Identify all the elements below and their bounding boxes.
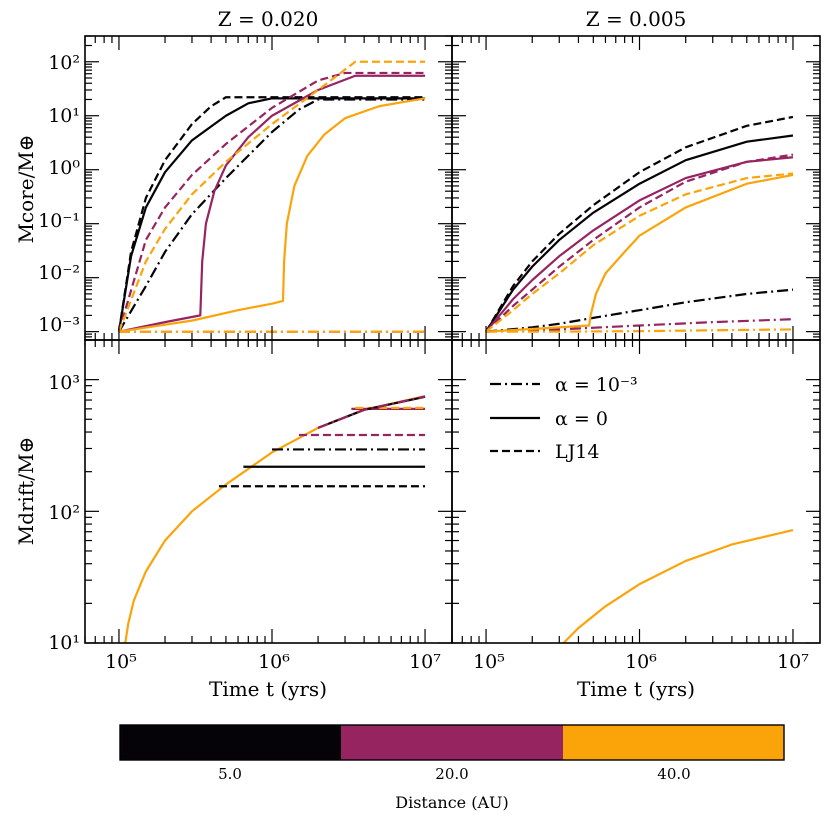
series-20-au-alpha-0 [118, 74, 426, 333]
series-40-au-lj14 [117, 60, 426, 333]
series-envelope-20-au-trace [317, 395, 426, 429]
ytick-label-top-1e-1: 10⁻¹ [38, 210, 80, 232]
colorbar-tick-5: 5.0 [218, 765, 242, 783]
xtick-label-left-1e5: 10⁵ [105, 651, 137, 673]
ylabel-bottom: Mdrift/M⊕ [14, 437, 38, 546]
series-20-au-alpha-0 [485, 156, 794, 333]
panel-top-right [451, 35, 821, 341]
panel-frame [84, 339, 453, 644]
colorbar-tick-40: 40.0 [657, 765, 690, 783]
series-5-au-alpha-1e-3 [118, 98, 426, 333]
colorbar: 5.0 20.0 40.0 Distance (AU) [119, 724, 785, 812]
ytick-label-bottom-1e3: 10³ [48, 372, 80, 394]
colorbar-segment-40au [563, 725, 784, 760]
xlabel-left: Time t (yrs) [209, 677, 327, 701]
legend-label-alpha-0: α = 0 [555, 408, 608, 430]
colorbar-tick-20: 20.0 [435, 765, 468, 783]
colorbar-segment-20au [341, 725, 563, 760]
ylabel-top: Mcore/M⊕ [14, 134, 38, 243]
colorbar-segment-5au [120, 725, 341, 760]
series-20-au-lj14 [485, 153, 794, 333]
series-group [124, 395, 426, 643]
series-envelope-5-au-trace [317, 395, 426, 429]
series-20-au-lj14 [117, 71, 426, 332]
series-envelope [124, 395, 426, 643]
ytick-label-top-1e0: 10⁰ [48, 157, 80, 179]
title-top-left: Z = 0.020 [218, 7, 319, 31]
xlabel-right: Time t (yrs) [577, 677, 695, 701]
series-40-au-lj14 [485, 172, 794, 333]
ytick-label-top-1e1: 10¹ [48, 105, 80, 127]
ytick-label-top-1e2: 10² [48, 52, 80, 74]
series-5-au-lj14 [485, 115, 794, 333]
series-5-au-alpha-0 [117, 97, 426, 332]
series-20-au-alpha-1e-3 [486, 318, 794, 333]
title-top-right: Z = 0.005 [586, 7, 687, 31]
xtick-label-left-1e6: 10⁶ [258, 651, 290, 673]
series-envelope [562, 529, 794, 643]
xtick-label-right-1e5: 10⁵ [473, 651, 505, 673]
xtick-label-right-1e6: 10⁶ [625, 651, 657, 673]
legend-label-lj14: LJ14 [555, 441, 599, 463]
xtick-label-left-1e7: 10⁷ [409, 651, 441, 673]
series-group [562, 529, 794, 643]
legend: α = 10⁻³ α = 0 LJ14 [490, 374, 638, 463]
ytick-label-top-1e-2: 10⁻² [38, 262, 80, 284]
series-5-au-alpha-0 [485, 134, 794, 333]
series-group [117, 60, 426, 333]
series-group [485, 115, 794, 333]
series-5-au-lj14 [117, 96, 426, 332]
panel-frame [451, 339, 821, 644]
ytick-label-bottom-1e1: 10¹ [48, 632, 80, 654]
panel-top-left [84, 35, 453, 341]
legend-label-alpha-1e-3: α = 10⁻³ [555, 374, 638, 396]
colorbar-frame [119, 724, 785, 761]
colorbar-label: Distance (AU) [395, 793, 508, 812]
panel-bottom-right [451, 339, 821, 644]
series-5-au-alpha-1e-3 [485, 288, 794, 333]
panel-bottom-left [84, 339, 453, 644]
series-40-au-alpha-0 [118, 97, 426, 333]
ytick-label-top-1e-3: 10⁻³ [38, 314, 80, 336]
xtick-label-right-1e7: 10⁷ [777, 651, 809, 673]
ytick-label-bottom-1e2: 10² [48, 502, 80, 524]
series-40-au-alpha-0 [485, 173, 794, 333]
